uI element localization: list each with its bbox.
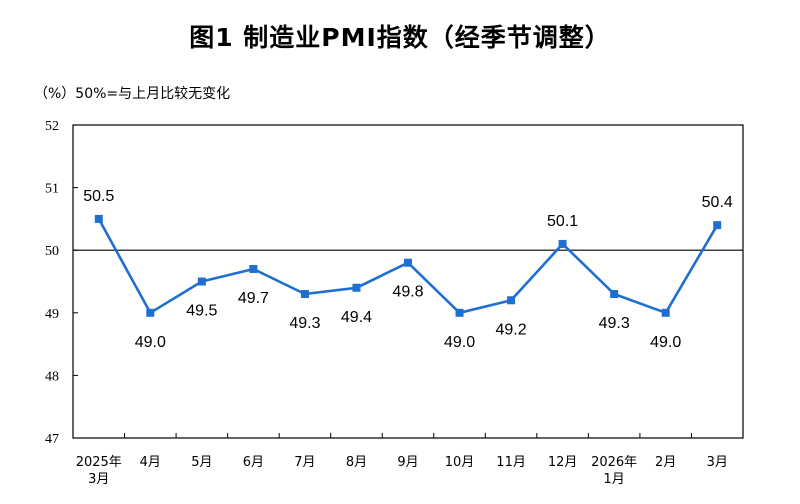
y-tick-label: 48 [45, 369, 59, 384]
data-label: 49.3 [599, 315, 630, 332]
data-point-marker [661, 308, 670, 317]
x-category-label: 6月 [243, 455, 264, 470]
data-label: 50.5 [83, 188, 114, 205]
data-point-marker [94, 214, 103, 223]
data-label: 50.4 [702, 194, 733, 211]
x-category-label: 7月 [294, 455, 315, 470]
data-point-marker [197, 277, 206, 286]
y-tick-label: 49 [45, 307, 59, 322]
data-point-marker [507, 296, 516, 305]
data-label: 49.3 [289, 315, 320, 332]
x-category-label: 10月 [445, 455, 475, 470]
data-point-marker [713, 221, 722, 230]
x-category-label: 9月 [397, 455, 418, 470]
data-label: 49.7 [238, 290, 269, 307]
data-point-marker [404, 258, 412, 267]
plot-frame [72, 124, 744, 439]
data-label: 49.8 [392, 284, 423, 301]
data-label: 50.1 [547, 213, 578, 230]
x-category-label: 12月 [548, 455, 578, 470]
data-point-marker [249, 264, 258, 273]
data-label: 49.2 [496, 321, 527, 338]
y-tick-label: 52 [45, 119, 59, 134]
x-category-label: 11月 [496, 455, 526, 470]
y-tick-label: 51 [45, 182, 59, 197]
data-label: 49.4 [341, 309, 372, 326]
x-category-label: 3月 [707, 455, 728, 470]
x-category-label: 2026年 [591, 455, 637, 470]
data-point-marker [300, 290, 309, 299]
data-point-marker [146, 308, 155, 317]
data-label: 49.5 [186, 303, 217, 320]
y-tick-label: 50 [45, 244, 59, 259]
chart-title: 图1 制造业PMI指数（经季节调整） [189, 23, 611, 52]
data-label: 49.0 [650, 334, 681, 351]
x-category-label: 2月 [655, 455, 676, 470]
data-label: 49.0 [444, 334, 475, 351]
x-category-label: 5月 [191, 455, 212, 470]
y-axis-unit-note: （%）50%=与上月比较无变化 [34, 86, 231, 102]
data-point-marker [610, 290, 619, 299]
data-point-marker [558, 239, 567, 248]
data-point-marker [352, 283, 361, 292]
y-tick-label: 47 [45, 432, 59, 447]
x-category-label: 1月 [604, 472, 625, 487]
data-point-marker [455, 308, 464, 317]
data-label: 49.0 [135, 334, 166, 351]
x-category-label: 2025年 [76, 455, 122, 470]
x-category-label: 3月 [88, 472, 109, 487]
x-category-label: 4月 [140, 455, 161, 470]
x-category-label: 8月 [346, 455, 367, 470]
